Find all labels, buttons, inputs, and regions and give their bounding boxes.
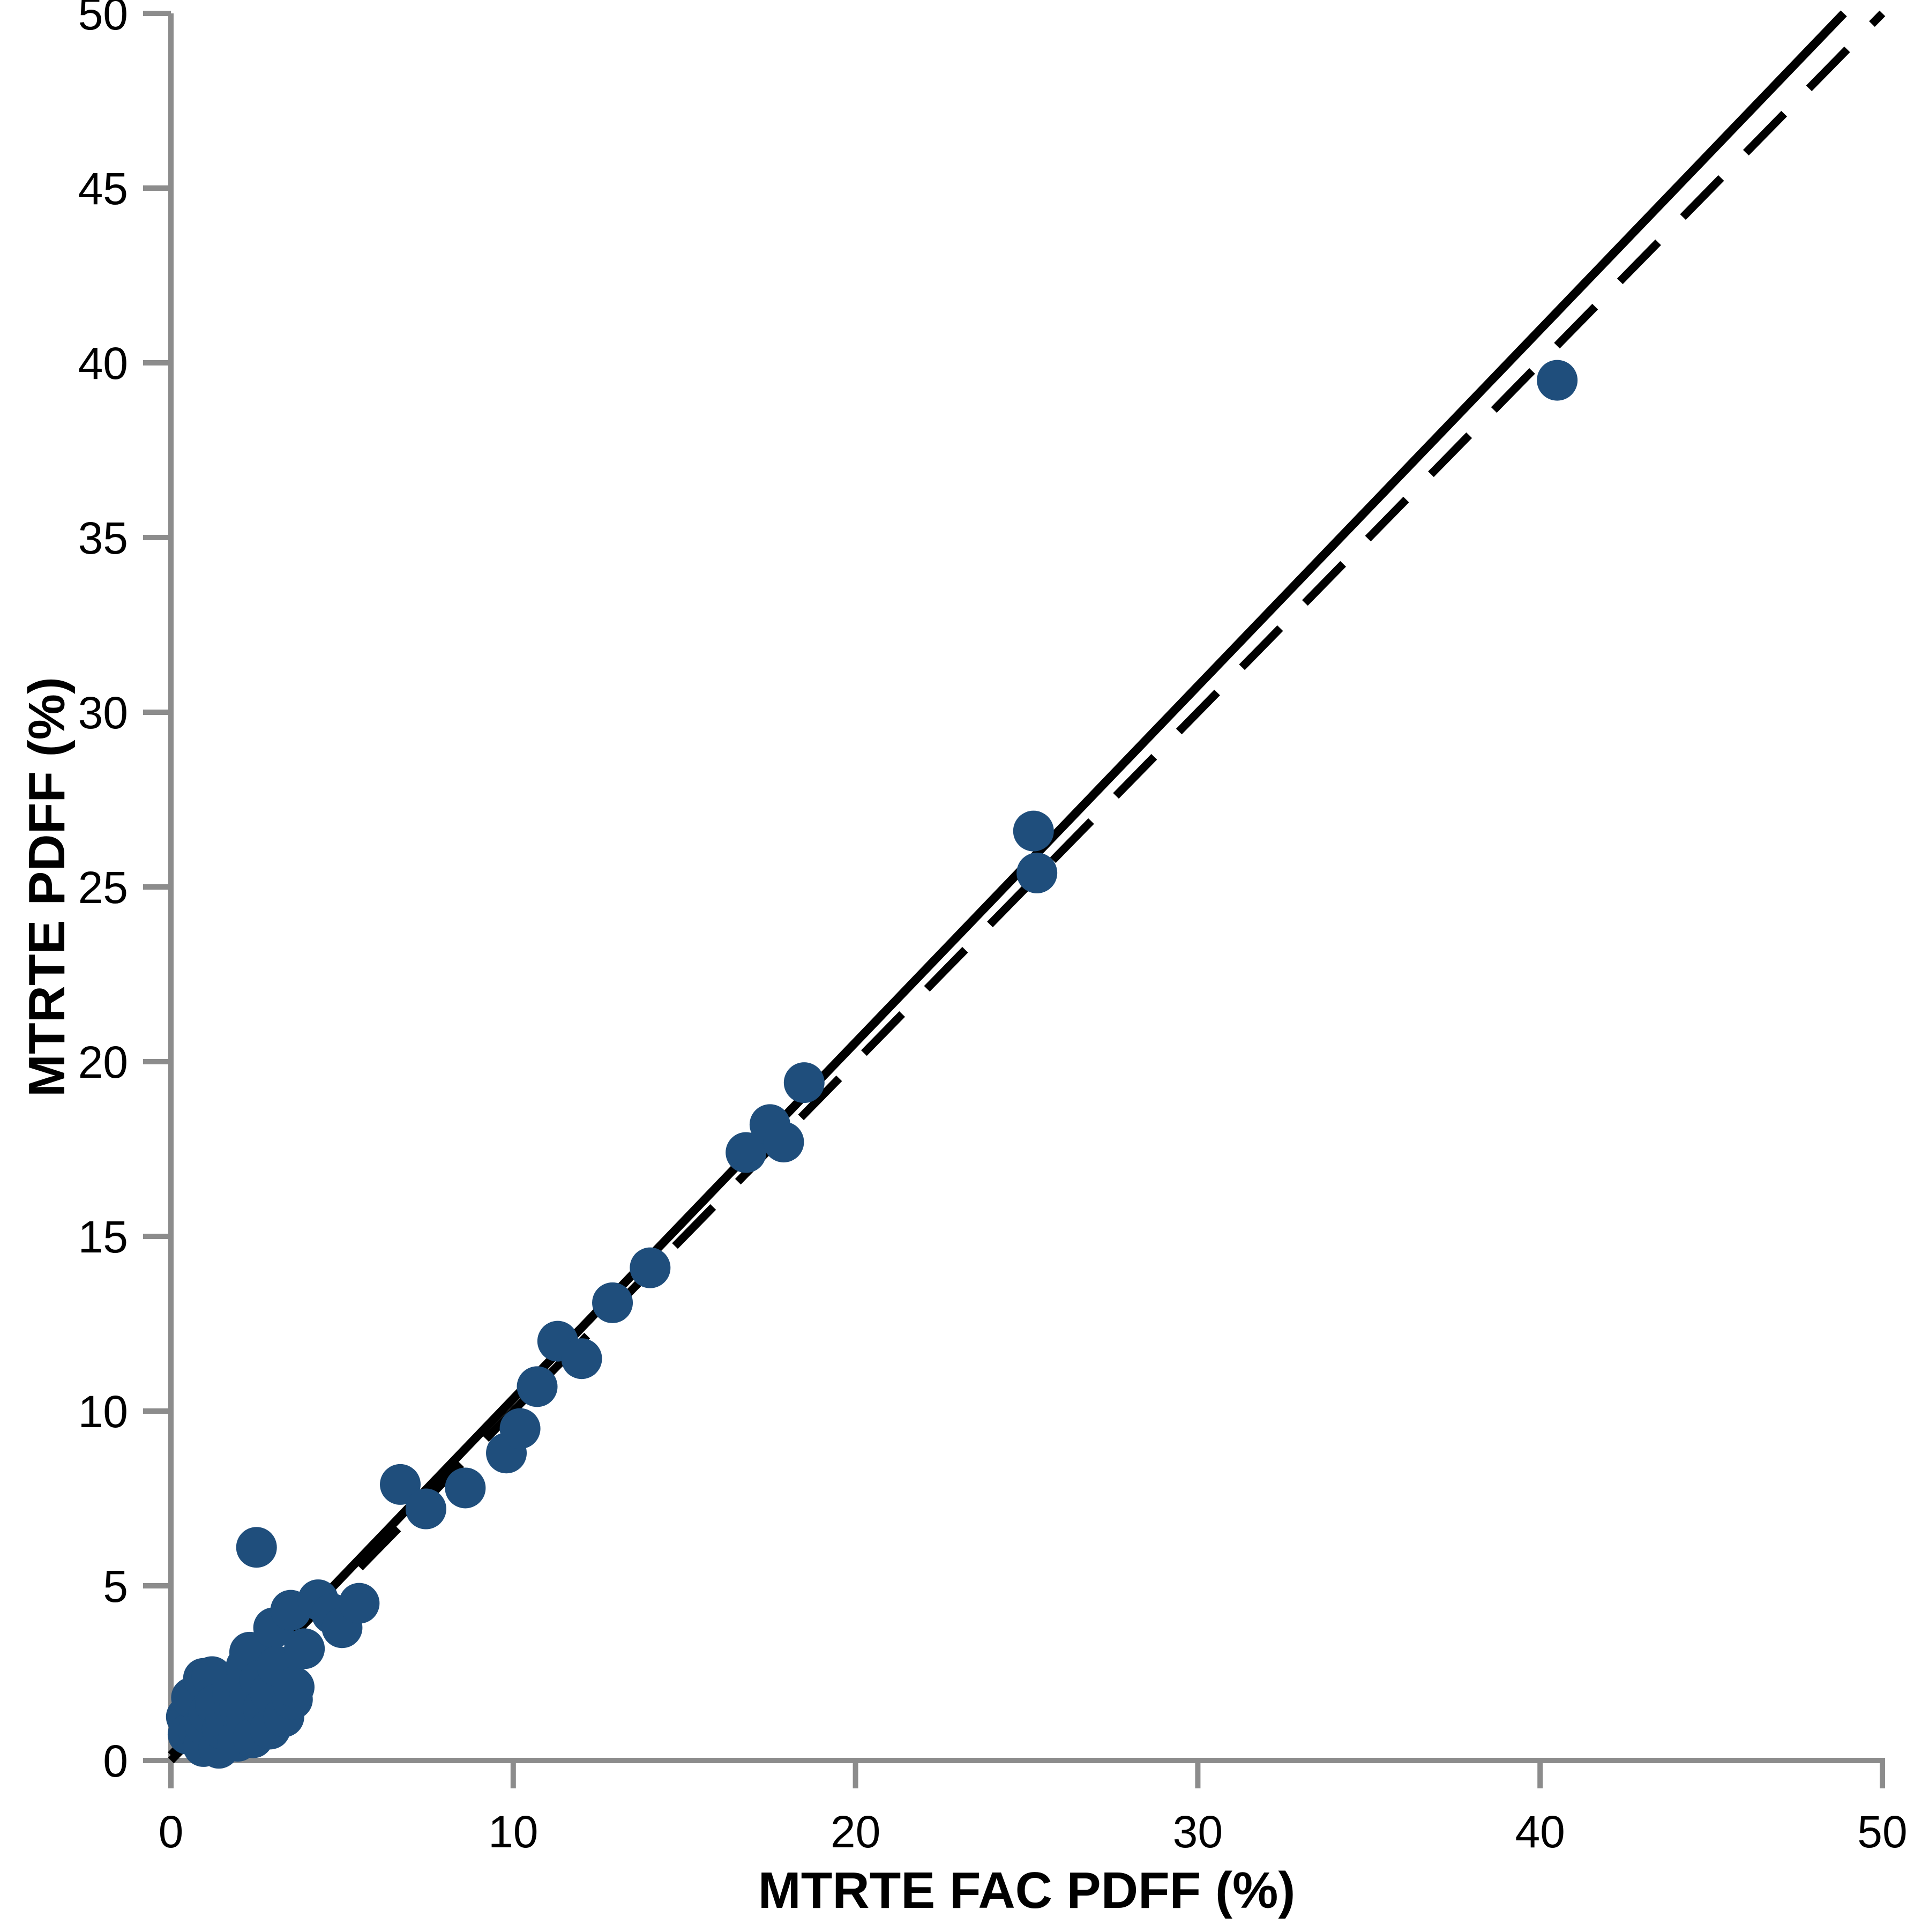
data-point — [273, 1667, 315, 1708]
axes-layer — [143, 11, 1885, 1788]
y-tick-label: 5 — [103, 1561, 128, 1612]
data-point — [726, 1132, 767, 1173]
data-point — [517, 1366, 558, 1407]
data-point — [379, 1464, 421, 1505]
data-point — [592, 1282, 633, 1323]
data-point — [499, 1408, 541, 1449]
x-axis-title: MTRTE FAC PDFF (%) — [758, 1862, 1296, 1919]
data-point — [630, 1247, 671, 1288]
y-axis-title: MTRTE PDFF (%) — [18, 677, 76, 1097]
tick-labels-layer: 0 10 20 30 40 50 0 5 10 15 20 25 30 35 40 45 50 — [78, 0, 1908, 1857]
y-tick-label: 35 — [78, 513, 128, 563]
x-tick-label: 40 — [1515, 1807, 1565, 1857]
data-point — [561, 1338, 602, 1379]
y-tick-label: 50 — [78, 0, 128, 39]
y-tick-label: 10 — [78, 1386, 128, 1437]
y-tick-label: 15 — [78, 1212, 128, 1262]
data-point — [445, 1467, 486, 1509]
x-tick-label: 20 — [831, 1807, 880, 1857]
data-point — [339, 1583, 380, 1624]
data-points-layer — [166, 360, 1578, 1769]
x-tick-label: 30 — [1173, 1807, 1223, 1857]
y-tick-label: 25 — [78, 862, 128, 913]
y-tick-label: 45 — [78, 163, 128, 214]
data-point — [783, 1062, 825, 1103]
y-tick-label: 40 — [78, 338, 128, 389]
regression-solid-line — [168, 10, 1847, 1758]
y-tick-label: 30 — [78, 688, 128, 738]
data-point — [236, 1527, 277, 1568]
data-point — [405, 1488, 446, 1530]
data-point — [1537, 360, 1578, 401]
x-tick-label: 50 — [1857, 1807, 1907, 1857]
data-point — [763, 1121, 804, 1162]
y-tick-label: 20 — [78, 1037, 128, 1087]
data-point — [1013, 810, 1054, 852]
data-point — [284, 1628, 325, 1669]
x-tick-label: 0 — [159, 1807, 184, 1857]
y-tick-label: 0 — [103, 1736, 128, 1786]
x-tick-label: 10 — [488, 1807, 538, 1857]
data-point — [1016, 852, 1058, 893]
